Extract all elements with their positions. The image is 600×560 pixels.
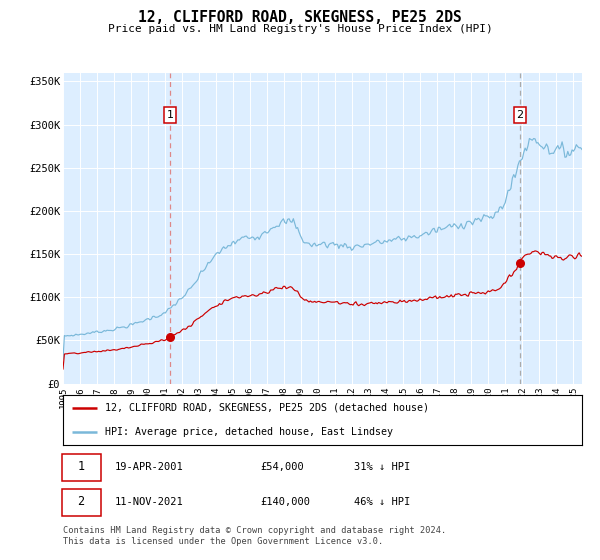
FancyBboxPatch shape [62, 489, 101, 516]
Text: 2: 2 [77, 495, 85, 508]
Text: 12, CLIFFORD ROAD, SKEGNESS, PE25 2DS (detached house): 12, CLIFFORD ROAD, SKEGNESS, PE25 2DS (d… [104, 403, 428, 413]
FancyBboxPatch shape [62, 454, 101, 481]
Text: 1: 1 [167, 110, 173, 120]
Text: Price paid vs. HM Land Registry's House Price Index (HPI): Price paid vs. HM Land Registry's House … [107, 24, 493, 34]
Text: 12, CLIFFORD ROAD, SKEGNESS, PE25 2DS: 12, CLIFFORD ROAD, SKEGNESS, PE25 2DS [138, 10, 462, 25]
Text: 2: 2 [517, 110, 524, 120]
Text: 31% ↓ HPI: 31% ↓ HPI [353, 462, 410, 472]
Text: 46% ↓ HPI: 46% ↓ HPI [353, 497, 410, 507]
Text: 1: 1 [77, 460, 85, 473]
Text: HPI: Average price, detached house, East Lindsey: HPI: Average price, detached house, East… [104, 427, 392, 437]
Text: Contains HM Land Registry data © Crown copyright and database right 2024.
This d: Contains HM Land Registry data © Crown c… [63, 526, 446, 546]
Text: 19-APR-2001: 19-APR-2001 [115, 462, 184, 472]
Text: 11-NOV-2021: 11-NOV-2021 [115, 497, 184, 507]
Text: £140,000: £140,000 [260, 497, 310, 507]
Text: £54,000: £54,000 [260, 462, 304, 472]
